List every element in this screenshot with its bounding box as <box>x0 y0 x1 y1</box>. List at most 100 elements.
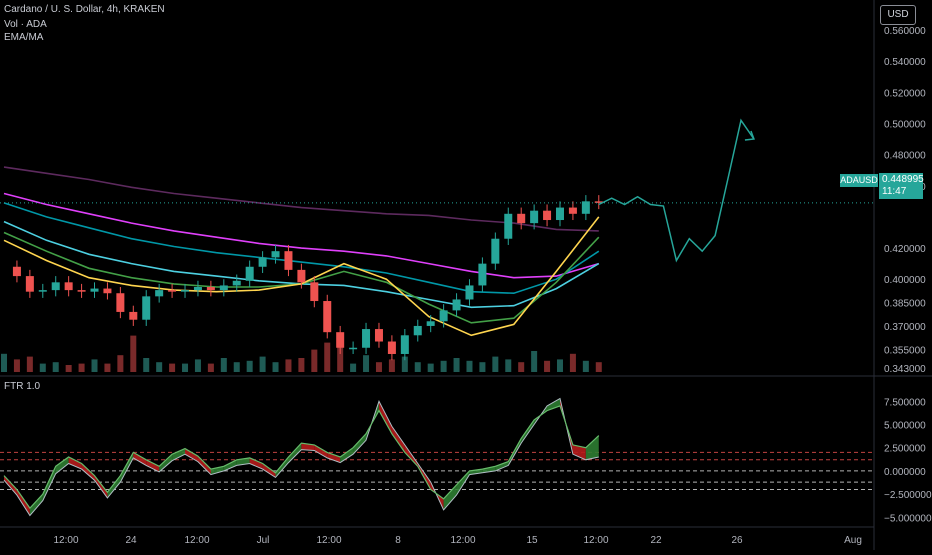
candle-body <box>297 269 306 283</box>
oscillator-band <box>495 461 509 471</box>
volume-bar <box>246 360 253 372</box>
candle-countdown: 11:47 <box>882 186 907 197</box>
oscillator-tick-label: 5.000000 <box>884 421 926 432</box>
time-tick-label: 12:00 <box>53 535 78 546</box>
candle-body <box>77 290 86 292</box>
time-tick-label: 8 <box>395 535 401 546</box>
oscillator-band <box>29 494 43 516</box>
currency-button[interactable]: USD <box>880 5 916 25</box>
oscillator-tick-label: −5.000000 <box>884 513 932 524</box>
price-tick-label: 0.520000 <box>884 88 926 99</box>
volume-bar <box>440 360 447 372</box>
volume-bar <box>207 363 214 372</box>
oscillator-signal-line <box>3 397 599 517</box>
volume-bar <box>492 356 499 372</box>
volume-bar <box>414 362 421 372</box>
candle-body <box>452 299 461 311</box>
oscillator-band <box>521 419 535 444</box>
candle-body <box>362 329 371 348</box>
volume-bar <box>298 358 305 372</box>
candle-body <box>284 251 293 270</box>
projection-arrow-icon <box>744 130 755 141</box>
moving-average-line <box>3 166 599 232</box>
oscillator-band <box>391 426 405 453</box>
oscillator-band <box>55 457 69 474</box>
candle-body <box>594 201 603 203</box>
oscillator-band <box>197 456 211 475</box>
volume-bar <box>531 351 538 372</box>
volume-bar <box>13 359 20 372</box>
oscillator-band <box>133 452 147 466</box>
oscillator-band <box>249 457 263 470</box>
volume-bar <box>505 359 512 372</box>
candle-body <box>387 341 396 354</box>
oscillator-band <box>68 457 82 470</box>
candle-body <box>323 301 332 333</box>
price-tick-label: 0.500000 <box>884 119 926 130</box>
time-tick-label: 12:00 <box>450 535 475 546</box>
candle-body <box>310 282 319 302</box>
oscillator-band <box>4 475 17 496</box>
volume-bar <box>91 359 98 372</box>
time-tick-label: Jul <box>257 535 270 546</box>
candle-body <box>129 311 138 320</box>
time-tick-label: 22 <box>650 535 662 546</box>
time-tick-label: 24 <box>125 535 137 546</box>
volume-bar <box>453 358 460 372</box>
volume-bar <box>479 362 486 372</box>
oscillator-tick-label: 0.000000 <box>884 467 926 478</box>
oscillator-band <box>146 459 160 472</box>
candle-body <box>336 332 345 348</box>
time-tick-label: 12:00 <box>184 535 209 546</box>
candle-body <box>504 213 513 239</box>
candle-body <box>271 251 280 258</box>
price-tick-label: 0.420000 <box>884 244 926 255</box>
time-tick-label: 12:00 <box>583 535 608 546</box>
volume-bar <box>401 356 408 372</box>
oscillator-band <box>262 463 276 478</box>
candle-body <box>426 321 435 326</box>
ftr-legend[interactable]: FTR 1.0 <box>4 381 41 392</box>
candle-body <box>530 210 539 224</box>
price-tick-label: 0.385000 <box>884 299 926 310</box>
volume-bar <box>350 363 357 372</box>
oscillator-band <box>327 452 341 463</box>
candle-body <box>219 285 228 291</box>
oscillator-band <box>572 444 586 460</box>
volume-bar <box>52 362 59 372</box>
oscillator-band <box>81 463 95 481</box>
symbol-title: Cardano / U. S. Dollar, 4h, KRAKEN <box>4 4 165 15</box>
candle-body <box>517 213 526 224</box>
volume-bar <box>65 365 72 372</box>
oscillator-band <box>314 444 328 458</box>
oscillator-tick-label: −2.500000 <box>884 490 932 501</box>
oscillator-band <box>353 433 367 455</box>
candle-body <box>543 210 552 221</box>
candle-body <box>90 288 99 292</box>
price-tick-label: 0.343000 <box>884 364 926 375</box>
candle-body <box>181 290 190 292</box>
candle-body <box>103 288 112 294</box>
ema-legend[interactable]: EMA/MA <box>4 32 44 43</box>
volume-legend[interactable]: Vol · ADA <box>4 19 47 30</box>
last-price-badge: 0.448995 11:47 <box>879 173 924 199</box>
volume-bar <box>156 362 163 372</box>
oscillator-band <box>288 443 302 463</box>
oscillator-band <box>275 457 289 478</box>
oscillator-band <box>94 475 108 498</box>
symbol-badge: ADAUSD <box>840 174 878 187</box>
candle-body <box>155 290 164 297</box>
price-tick-label: 0.400000 <box>884 275 926 286</box>
volume-bar <box>544 360 551 372</box>
price-tick-label: 0.370000 <box>884 322 926 333</box>
oscillator-band <box>107 475 121 498</box>
oscillator-band <box>547 398 560 411</box>
oscillator-band <box>159 454 173 472</box>
volume-bar <box>466 360 473 372</box>
candle-body <box>413 325 422 336</box>
oscillator-band <box>210 466 224 475</box>
candle-body <box>258 257 267 267</box>
oscillator-band <box>340 447 354 463</box>
